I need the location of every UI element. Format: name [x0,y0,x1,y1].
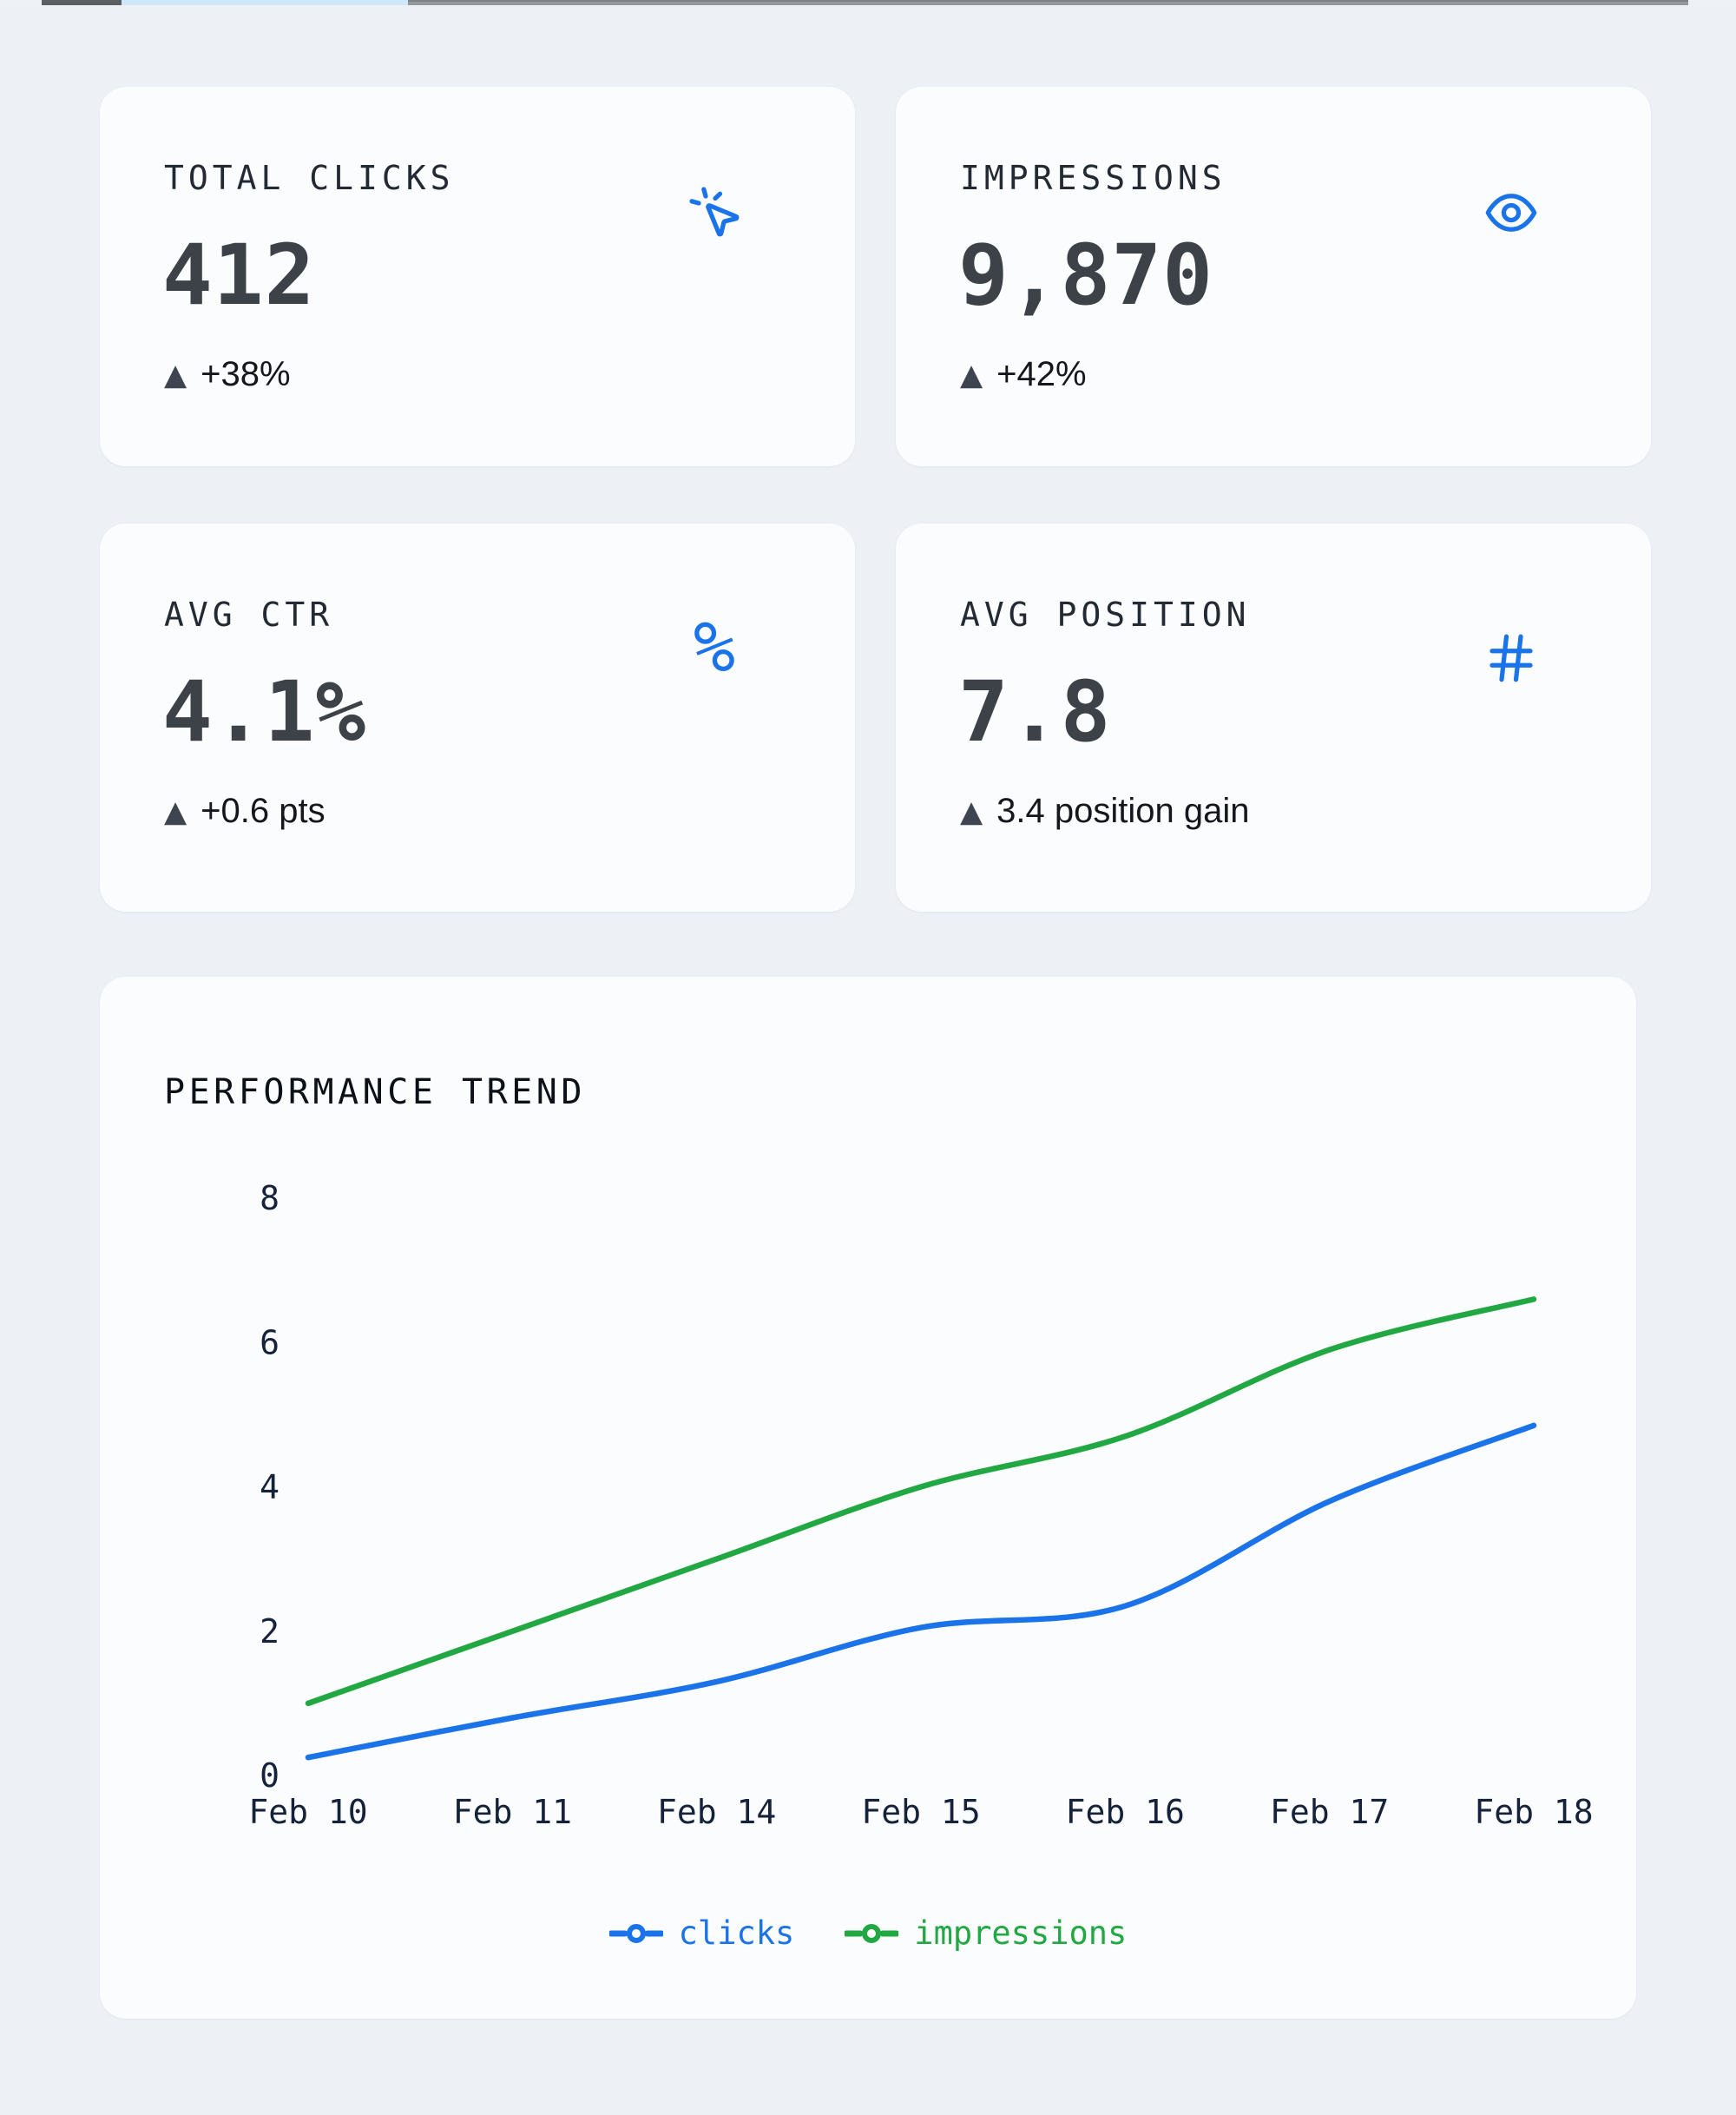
stat-card-label: IMPRESSIONS [960,159,1226,197]
delta-up-icon: ▲ [164,794,187,829]
stat-card-label: AVG POSITION [960,596,1251,634]
legend-label: impressions [914,1914,1128,1952]
chrome-strip-gray-segment [408,0,1688,5]
stat-card-delta: ▲ 3.4 position gain [960,792,1651,831]
performance-trend-chart: 0 2 4 6 8 Feb 10 Feb 11 Feb 14 Feb 15 Feb 16 Feb 1… [248,1179,1593,1831]
performance-trend-card: PERFORMANCE TREND 0 2 4 6 8 Feb 10 Feb 11 Feb 1… [100,977,1636,2019]
stat-card-delta: ▲ +42% [960,355,1651,394]
x-axis-label: Feb 14 [657,1793,776,1831]
stat-card-delta: ▲ +38% [164,355,855,394]
stat-card-impressions: IMPRESSIONS 9,870 ▲ +42% [896,87,1651,466]
browser-chrome-strip [0,0,1736,5]
x-axis-label: Feb 17 [1270,1793,1389,1831]
impressions-line [305,1296,1537,1707]
stat-card-value: 412 [162,227,316,324]
y-axis-tick: 2 [260,1612,279,1650]
stat-card-total-clicks: TOTAL CLICKS 412 ▲ +38% [100,87,855,466]
chrome-strip-dark-segment [42,0,122,5]
y-axis-tick: 8 [260,1179,279,1217]
x-axis-label: Feb 11 [453,1793,572,1831]
stat-card-label: AVG CTR [164,596,334,634]
x-axis-label: Feb 16 [1066,1793,1185,1831]
chart-legend: clicks impressions [100,1914,1636,1952]
cursor-click-icon [687,184,744,241]
delta-up-icon: ▲ [960,794,983,829]
legend-label: clicks [678,1914,795,1952]
hash-icon [1483,629,1540,687]
stat-card-avg-ctr: AVG CTR 4.1% ▲ +0.6 pts % [100,524,855,912]
delta-up-icon: ▲ [164,357,187,392]
eye-icon [1483,184,1540,241]
chart-title: PERFORMANCE TREND [164,1072,586,1112]
legend-marker-icon [845,1923,899,1943]
clicks-line [305,1422,1537,1761]
stat-card-value: 9,870 [958,227,1213,324]
y-axis-tick: 6 [260,1323,279,1361]
delta-text: +0.6 pts [201,792,326,830]
legend-item-clicks[interactable]: clicks [608,1914,795,1952]
delta-text: 3.4 position gain [996,792,1250,830]
stat-card-label: TOTAL CLICKS [164,159,455,197]
delta-text: +38% [201,355,291,393]
chrome-strip-highlight-segment [122,0,408,5]
percent-icon: % [693,607,735,688]
y-axis-tick: 0 [260,1756,279,1795]
x-axis-label: Feb 18 [1474,1793,1593,1831]
delta-text: +42% [996,355,1087,393]
x-axis-label: Feb 10 [248,1793,367,1831]
stat-card-avg-position: AVG POSITION 7.8 ▲ 3.4 position gain [896,524,1651,912]
y-axis-tick: 4 [260,1468,279,1506]
stat-card-value: 7.8 [958,663,1112,761]
stat-card-value: 4.1% [162,663,367,761]
delta-up-icon: ▲ [960,357,983,392]
stat-card-delta: ▲ +0.6 pts [164,792,855,831]
x-axis-label: Feb 15 [861,1793,980,1831]
legend-marker-icon [608,1923,663,1943]
legend-item-impressions[interactable]: impressions [845,1914,1127,1952]
